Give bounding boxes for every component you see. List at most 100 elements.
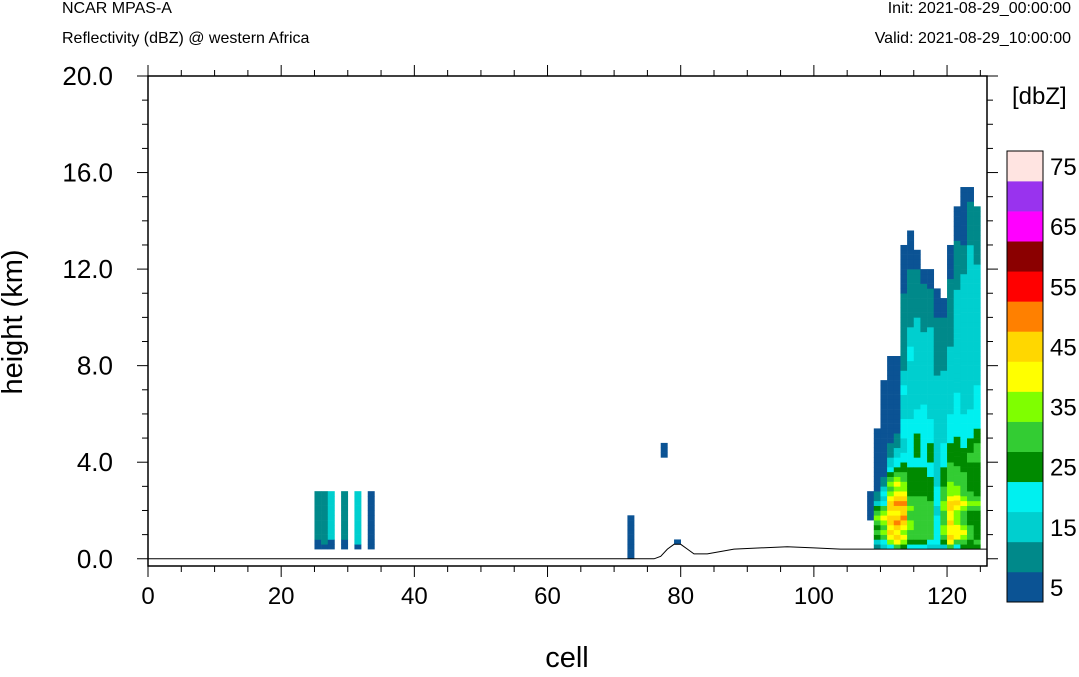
reflectivity-cell bbox=[887, 389, 895, 395]
reflectivity-cell bbox=[953, 333, 961, 339]
reflectivity-cell bbox=[887, 433, 895, 439]
reflectivity-cell bbox=[973, 346, 981, 352]
reflectivity-cell bbox=[873, 467, 881, 473]
reflectivity-cell bbox=[960, 283, 968, 289]
reflectivity-cell bbox=[887, 413, 895, 420]
reflectivity-cell bbox=[973, 225, 981, 231]
reflectivity-cell bbox=[887, 534, 895, 540]
reflectivity-cell bbox=[933, 336, 941, 342]
model-title: NCAR MPAS-A bbox=[62, 0, 172, 17]
reflectivity-cell bbox=[907, 505, 915, 511]
reflectivity-cell bbox=[900, 539, 908, 545]
reflectivity-cell bbox=[953, 294, 961, 300]
reflectivity-cells bbox=[314, 187, 981, 560]
reflectivity-cell bbox=[913, 264, 921, 270]
reflectivity-cell bbox=[920, 515, 928, 521]
reflectivity-cell bbox=[960, 220, 968, 226]
reflectivity-cell bbox=[913, 302, 921, 309]
reflectivity-cell bbox=[933, 384, 941, 391]
reflectivity-cell bbox=[920, 307, 928, 313]
reflectivity-cell bbox=[913, 283, 921, 289]
reflectivity-cell bbox=[967, 201, 974, 207]
reflectivity-cell bbox=[907, 384, 915, 391]
reflectivity-cell bbox=[867, 500, 875, 506]
reflectivity-cell bbox=[893, 505, 901, 511]
reflectivity-cell bbox=[913, 298, 921, 304]
reflectivity-cell bbox=[907, 471, 915, 477]
reflectivity-cell bbox=[933, 457, 941, 463]
reflectivity-cell bbox=[880, 384, 888, 391]
reflectivity-cell bbox=[880, 524, 888, 531]
reflectivity-cell bbox=[314, 505, 322, 511]
reflectivity-cell bbox=[940, 351, 948, 357]
reflectivity-cell bbox=[947, 307, 955, 313]
reflectivity-cell bbox=[880, 491, 888, 497]
reflectivity-cell bbox=[947, 452, 955, 458]
reflectivity-cell bbox=[900, 462, 908, 468]
colorbar-swatch bbox=[1007, 181, 1043, 212]
reflectivity-cell bbox=[973, 269, 981, 275]
reflectivity-cell bbox=[927, 481, 935, 487]
reflectivity-cell bbox=[893, 539, 901, 545]
reflectivity-cell bbox=[913, 418, 921, 424]
reflectivity-cell bbox=[900, 365, 908, 371]
reflectivity-cell bbox=[947, 298, 955, 304]
reflectivity-cell bbox=[940, 394, 948, 400]
reflectivity-cell bbox=[367, 544, 375, 550]
reflectivity-cell bbox=[900, 423, 908, 429]
reflectivity-cell bbox=[887, 409, 895, 415]
reflectivity-cell bbox=[967, 356, 974, 362]
reflectivity-cell bbox=[967, 481, 974, 487]
reflectivity-cell bbox=[367, 520, 375, 526]
reflectivity-cell bbox=[913, 510, 921, 516]
reflectivity-cell bbox=[920, 476, 928, 482]
reflectivity-cell bbox=[947, 370, 955, 376]
reflectivity-cell bbox=[920, 433, 928, 439]
reflectivity-cell bbox=[960, 520, 968, 526]
reflectivity-cell bbox=[354, 510, 362, 516]
reflectivity-cell bbox=[953, 255, 961, 261]
reflectivity-cell bbox=[953, 363, 961, 369]
colorbar-label: 25 bbox=[1050, 455, 1077, 482]
reflectivity-cell bbox=[913, 471, 921, 477]
reflectivity-cell bbox=[947, 524, 955, 531]
reflectivity-cell bbox=[893, 438, 901, 444]
reflectivity-cell bbox=[927, 327, 935, 333]
reflectivity-cell bbox=[947, 264, 955, 270]
reflectivity-cell bbox=[867, 505, 875, 511]
reflectivity-cell bbox=[927, 433, 935, 439]
reflectivity-cell bbox=[887, 447, 895, 453]
reflectivity-cell bbox=[933, 442, 941, 449]
reflectivity-cell bbox=[873, 462, 881, 468]
reflectivity-cell bbox=[920, 539, 928, 545]
reflectivity-cell bbox=[967, 346, 974, 352]
reflectivity-cell bbox=[940, 447, 948, 453]
colorbar-swatch bbox=[1007, 481, 1043, 513]
reflectivity-cell bbox=[933, 496, 941, 502]
reflectivity-cell bbox=[873, 452, 881, 458]
reflectivity-cell bbox=[321, 496, 329, 502]
reflectivity-cell bbox=[967, 438, 974, 444]
reflectivity-cell bbox=[900, 399, 908, 405]
reflectivity-cell bbox=[913, 356, 921, 362]
reflectivity-cell bbox=[967, 471, 974, 477]
reflectivity-cell bbox=[947, 438, 955, 444]
reflectivity-cell bbox=[960, 375, 968, 381]
reflectivity-cell bbox=[940, 399, 948, 405]
reflectivity-cell bbox=[960, 524, 968, 531]
reflectivity-cell bbox=[880, 404, 888, 410]
reflectivity-cell bbox=[973, 384, 981, 391]
reflectivity-cell bbox=[627, 539, 635, 545]
y-tick-label: 8.0 bbox=[77, 351, 113, 381]
reflectivity-cell bbox=[967, 496, 974, 502]
reflectivity-cell bbox=[927, 539, 935, 545]
reflectivity-cell bbox=[920, 384, 928, 391]
reflectivity-cell bbox=[967, 206, 974, 212]
reflectivity-cell bbox=[880, 520, 888, 526]
reflectivity-cell bbox=[327, 544, 335, 550]
reflectivity-cell bbox=[947, 254, 955, 260]
reflectivity-cell bbox=[960, 278, 968, 284]
reflectivity-cell bbox=[940, 331, 948, 337]
reflectivity-cell bbox=[893, 375, 901, 381]
reflectivity-cell bbox=[973, 278, 981, 284]
